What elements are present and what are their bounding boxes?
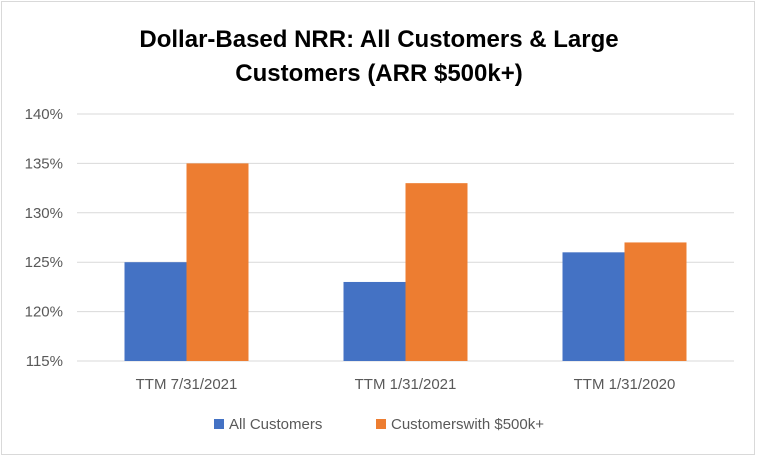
legend-label: All Customers xyxy=(229,416,322,433)
bar xyxy=(405,183,468,361)
y-tick-label: 125% xyxy=(25,254,63,271)
x-tick-label: TTM 1/31/2021 xyxy=(355,376,457,393)
bar xyxy=(124,262,187,361)
bar xyxy=(562,252,625,361)
x-axis-ticks: TTM 7/31/2021 TTM 1/31/2021 TTM 1/31/2020 xyxy=(136,376,676,393)
legend-swatch xyxy=(376,419,386,429)
bar xyxy=(624,242,687,361)
y-tick-label: 130% xyxy=(25,205,63,222)
legend-swatch xyxy=(214,419,224,429)
y-tick-label: 140% xyxy=(25,106,63,123)
y-tick-label: 115% xyxy=(26,353,63,370)
legend: All Customers Customerswith $500k+ xyxy=(214,416,544,433)
y-tick-label: 120% xyxy=(25,304,63,321)
y-axis-ticks: 115% 120% 125% 130% 135% 140% xyxy=(25,106,63,370)
bar xyxy=(343,281,406,361)
x-tick-label: TTM 7/31/2021 xyxy=(136,376,238,393)
bars xyxy=(124,163,687,361)
legend-label: Customerswith $500k+ xyxy=(391,416,544,433)
chart-title-line-1: Dollar-Based NRR: All Customers & Large xyxy=(139,26,618,53)
chart-title-line-2: Customers (ARR $500k+) xyxy=(235,60,522,87)
bar xyxy=(186,163,249,361)
x-tick-label: TTM 1/31/2020 xyxy=(574,376,676,393)
y-tick-label: 135% xyxy=(25,155,63,172)
